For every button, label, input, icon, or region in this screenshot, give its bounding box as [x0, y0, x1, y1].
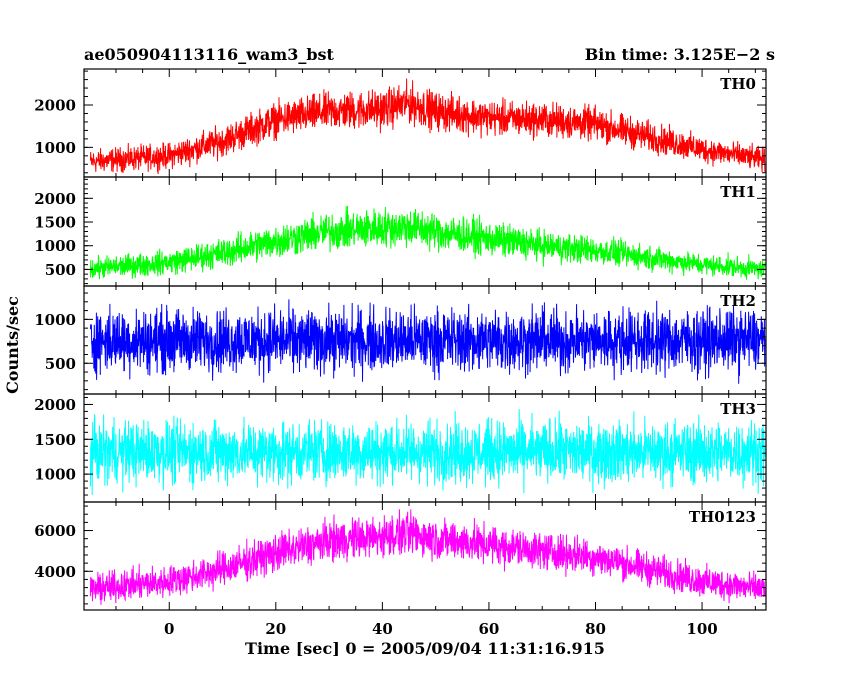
series-line-th0123 [89, 509, 766, 605]
panel-stack: 1000 2000 TH0 500 1000 1500 2000 TH1 500 1000 TH2 1… [34, 68, 767, 611]
y-tick-label: 2000 [34, 97, 76, 115]
y-tick-label: 1000 [34, 139, 76, 157]
chart-title-right: Bin time: 3.125E−2 s [585, 45, 775, 64]
y-tick-label: 1000 [34, 237, 76, 255]
y-tick-label: 500 [45, 355, 76, 373]
panel-th0123: 4000 6000 TH0123 [34, 501, 767, 611]
y-tick-label: 4000 [34, 563, 76, 581]
panel-label-th0123: TH0123 [689, 508, 756, 526]
y-tick-label: 1000 [34, 311, 76, 329]
y-axis-label: Counts/sec [3, 296, 22, 394]
panel-th0: 1000 2000 TH0 [34, 68, 767, 178]
panel-th1: 500 1000 1500 2000 TH1 [34, 176, 767, 287]
chart-title-left: ae050904113116_wam3_bst [84, 45, 335, 64]
x-tick-label: 40 [372, 620, 393, 638]
y-tick-label: 2000 [34, 190, 76, 208]
panel-label-th2: TH2 [720, 292, 756, 310]
series-line-th3 [89, 409, 766, 495]
series-line-th0 [89, 78, 766, 175]
series-line-th1 [89, 205, 766, 280]
panel-th2: 500 1000 TH2 [34, 285, 767, 395]
x-axis: 0 20 40 60 80 100 [164, 620, 718, 638]
x-tick-label: 20 [265, 620, 286, 638]
y-tick-label: 2000 [34, 396, 76, 414]
panel-label-th3: TH3 [720, 400, 756, 418]
x-tick-label: 0 [164, 620, 174, 638]
y-tick-label: 1500 [34, 214, 76, 232]
y-tick-label: 6000 [34, 522, 76, 540]
x-axis-label: Time [sec] 0 = 2005/09/04 11:31:16.915 [245, 639, 605, 658]
panel-label-th1: TH1 [720, 183, 756, 201]
y-tick-label: 1000 [34, 466, 76, 484]
panel-frame [83, 501, 767, 611]
y-tick-label: 1500 [34, 431, 76, 449]
series-line-th2 [89, 299, 766, 384]
x-tick-label: 100 [686, 620, 717, 638]
x-tick-label: 80 [585, 620, 606, 638]
x-tick-label: 60 [479, 620, 500, 638]
y-tick-label: 500 [45, 261, 76, 279]
panel-label-th0: TH0 [720, 75, 756, 93]
panel-th3: 1000 1500 2000 TH3 [34, 393, 767, 503]
